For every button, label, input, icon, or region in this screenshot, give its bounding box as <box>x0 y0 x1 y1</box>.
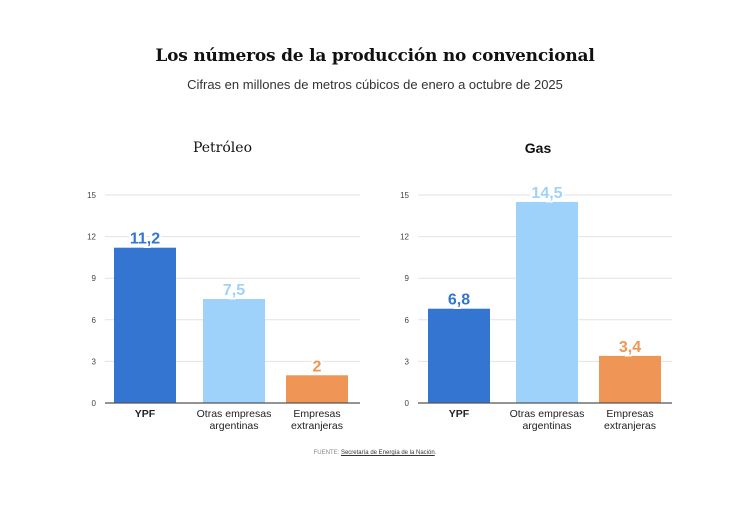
x-category-label: Otras empresas <box>197 408 272 420</box>
y-tick-label: 9 <box>405 274 410 283</box>
bar-value-label: 6,8 <box>448 292 470 309</box>
y-tick-label: 0 <box>92 399 97 408</box>
bar-chart-petroleo: 0 3 6 9 12 15 11,2 YPF 7,5 Otras empresasargentin… <box>87 191 360 432</box>
y-tick-label: 3 <box>405 357 410 366</box>
x-category-label: Empresas <box>606 408 653 420</box>
y-tick-label: 0 <box>405 399 410 408</box>
bar-value-label: 7,5 <box>223 282 245 299</box>
source-suffix: . <box>434 450 437 456</box>
source-prefix: FUENTE: <box>313 450 341 456</box>
bar-empresas-extranjeras <box>599 355 661 403</box>
y-tick-label: 15 <box>87 191 96 200</box>
x-category-label: Otras empresas <box>510 408 585 420</box>
page-title: Los números de la producción no convenci… <box>155 46 595 66</box>
y-tick-label: 12 <box>87 233 96 242</box>
page-subtitle: Cifras en millones de metros cúbicos de … <box>187 77 563 92</box>
bar-otras-empresas-argentinas <box>203 299 265 403</box>
chart-title-petroleo: Petróleo <box>192 140 252 156</box>
source-note: FUENTE: Secretaría de Energía de la Naci… <box>0 450 750 456</box>
bar-ypf <box>114 247 176 403</box>
x-category-label: YPF <box>135 408 156 420</box>
y-tick-label: 12 <box>400 233 409 242</box>
y-tick-label: 6 <box>405 316 410 325</box>
bar-value-label: 14,5 <box>531 185 562 202</box>
x-category-label: extranjeras <box>604 420 656 432</box>
y-tick-label: 6 <box>92 316 97 325</box>
bar-empresas-extranjeras <box>286 375 348 403</box>
bar-chart-gas: 0 3 6 9 12 15 6,8 YPF 14,5 Otras empresasargentin… <box>400 183 672 432</box>
x-category-label: argentinas <box>209 420 258 432</box>
bar-value-label: 3,4 <box>619 339 641 356</box>
x-category-label: Empresas <box>293 408 340 420</box>
y-tick-label: 3 <box>92 357 97 366</box>
x-category-label: extranjeras <box>291 420 343 432</box>
bar-value-label: 2 <box>313 358 322 375</box>
x-category-label: argentinas <box>522 420 571 432</box>
x-category-label: YPF <box>449 408 470 420</box>
y-tick-label: 9 <box>92 274 97 283</box>
source-link[interactable]: Secretaría de Energía de la Nación <box>340 450 435 456</box>
bar-otras-empresas-argentinas <box>516 201 578 403</box>
bar-ypf <box>428 308 490 403</box>
y-tick-label: 15 <box>400 191 409 200</box>
chart-title-gas: Gas <box>524 140 552 156</box>
bar-value-label: 11,2 <box>130 231 160 248</box>
